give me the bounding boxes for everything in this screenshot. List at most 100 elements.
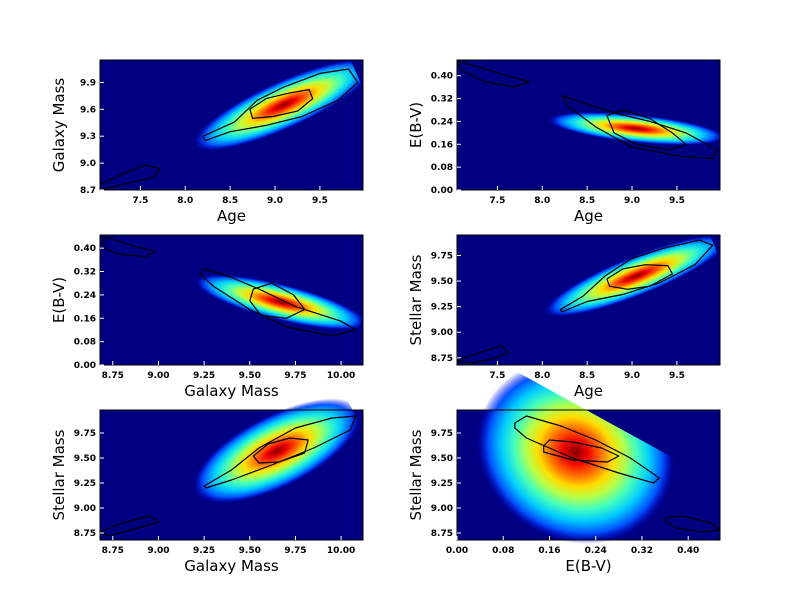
x-tick-label: 7.5: [489, 371, 505, 381]
contour-line-3: [100, 164, 161, 190]
x-tick-label: 0.08: [492, 546, 514, 556]
axes-frame: [99, 234, 364, 366]
contour-line-1: [606, 264, 674, 290]
x-tick-label: 8.5: [579, 371, 595, 381]
contour-line-2: [203, 415, 357, 489]
x-axis-label: Age: [217, 207, 246, 225]
contour-line-3: [100, 515, 159, 537]
density-peak: [548, 112, 725, 146]
contour-line-2: [202, 68, 359, 142]
y-tick-label: 8.7: [80, 186, 96, 196]
panel-6: 0.00 0.08 0.16 0.24 0.32 0.40 8.75 9.00 9.25 9.50…: [407, 359, 721, 575]
axes-frame: [456, 234, 721, 366]
x-tick-label: 9.50: [239, 371, 261, 381]
x-tick-label: 8.75: [102, 546, 124, 556]
contour-line-2: [199, 268, 357, 337]
y-axis-label: Stellar Mass: [407, 254, 425, 345]
axes-frame: [99, 59, 364, 191]
x-tick-label: 0.40: [677, 546, 699, 556]
y-tick-label: 0.16: [74, 314, 96, 324]
y-tick-label: 9.6: [80, 105, 96, 115]
x-tick-label: 9.25: [193, 546, 215, 556]
y-axis-label: E(B-V): [407, 102, 425, 148]
y-tick-label: 9.75: [74, 429, 96, 439]
x-tick-label: 8.0: [177, 196, 193, 206]
x-tick-label: 9.75: [284, 371, 306, 381]
x-tick-label: 9.00: [147, 546, 169, 556]
y-tick-label: 0.32: [74, 268, 96, 278]
x-tick-label: 9.00: [147, 371, 169, 381]
x-tick-label: 9.0: [624, 371, 640, 381]
contour-line-1: [543, 439, 620, 463]
density-peak: [544, 234, 729, 317]
y-tick-label: 0.40: [74, 244, 96, 254]
x-tick-label: 9.25: [193, 371, 215, 381]
x-tick-label: 0.32: [631, 546, 653, 556]
x-tick-label: 9.0: [267, 196, 283, 206]
contour-line-1: [252, 437, 309, 464]
y-tick-label: 9.00: [431, 328, 453, 338]
y-tick-label: 8.75: [74, 529, 96, 539]
panel-5: 8.75 9.00 9.25 9.50 9.75 10.00 8.75 9.00 9.25 9.5…: [50, 398, 364, 575]
y-axis-label: E(B-V): [50, 277, 68, 323]
panel-3: 8.75 9.00 9.25 9.50 9.75 10.00 0.00 0.08 0.16 0.2…: [50, 234, 367, 400]
x-axis-label: Galaxy Mass: [184, 382, 279, 400]
x-tick-label: 0.00: [446, 546, 468, 556]
density-peak: [193, 58, 375, 151]
y-tick-label: 9.25: [431, 303, 453, 313]
y-tick-label: 9.25: [74, 479, 96, 489]
y-tick-label: 9.00: [431, 504, 453, 514]
contour-line-2: [561, 95, 718, 160]
x-tick-label: 8.75: [102, 371, 124, 381]
contour-line-2: [514, 415, 660, 484]
y-tick-label: 9.3: [80, 132, 96, 142]
contour-line-3: [664, 515, 720, 533]
contour-line-2: [559, 239, 714, 313]
y-tick-label: 8.75: [431, 529, 453, 539]
x-tick-label: 10.00: [327, 371, 355, 381]
contour-line-1: [249, 282, 306, 319]
contour-line-1: [606, 109, 687, 151]
x-tick-label: 9.5: [669, 371, 685, 381]
y-tick-label: 9.9: [80, 78, 96, 88]
y-axis-label: Galaxy Mass: [50, 78, 68, 173]
y-tick-label: 0.32: [431, 95, 453, 105]
x-tick-label: 0.16: [538, 546, 560, 556]
x-tick-label: 7.5: [489, 196, 505, 206]
contour-line-3: [457, 345, 509, 364]
panel-2: 7.5 8.0 8.5 9.0 9.5 0.00 0.08 0.16 0.24 0.32 0.40 A…: [407, 59, 725, 225]
y-tick-label: 9.75: [431, 251, 453, 261]
x-tick-label: 8.0: [534, 196, 550, 206]
panel-4: 7.5 8.0 8.5 9.0 9.5 8.75 9.00 9.25 9.50 9.75 Age St…: [407, 234, 729, 400]
y-tick-label: 9.50: [74, 454, 96, 464]
y-tick-label: 0.24: [431, 117, 453, 127]
y-tick-label: 0.16: [431, 140, 453, 150]
x-tick-label: 8.5: [222, 196, 238, 206]
x-axis-label: Age: [574, 207, 603, 225]
y-tick-label: 9.25: [431, 479, 453, 489]
y-tick-label: 0.08: [431, 163, 453, 173]
x-axis-label: E(B-V): [565, 557, 611, 575]
y-tick-label: 9.75: [431, 429, 453, 439]
x-tick-label: 9.50: [239, 546, 261, 556]
y-tick-label: 9.0: [80, 159, 96, 169]
contour-line-3: [457, 60, 530, 88]
density-peak: [192, 398, 362, 504]
x-tick-label: 10.00: [327, 546, 355, 556]
x-tick-label: 9.5: [312, 196, 328, 206]
y-tick-label: 0.08: [74, 338, 96, 348]
x-axis-label: Galaxy Mass: [184, 557, 279, 575]
x-tick-label: 0.24: [585, 546, 607, 556]
axes-frame: [456, 409, 721, 541]
y-tick-label: 0.00: [431, 186, 453, 196]
x-tick-label: 8.5: [579, 196, 595, 206]
y-axis-label: Stellar Mass: [407, 429, 425, 520]
x-tick-label: 7.5: [132, 196, 148, 206]
y-tick-label: 9.50: [431, 454, 453, 464]
x-tick-label: 9.5: [669, 196, 685, 206]
x-tick-label: 8.0: [534, 371, 550, 381]
y-axis-label: Stellar Mass: [50, 429, 68, 520]
x-tick-label: 9.0: [624, 196, 640, 206]
y-tick-label: 0.40: [431, 72, 453, 82]
